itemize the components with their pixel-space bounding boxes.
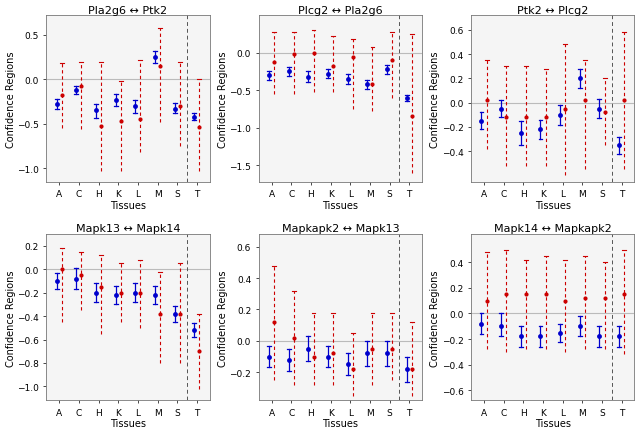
- Y-axis label: Confidence Regions: Confidence Regions: [218, 270, 228, 366]
- Y-axis label: Confidence Regions: Confidence Regions: [431, 51, 440, 147]
- Title: Pla2g6 ↔ Ptk2: Pla2g6 ↔ Ptk2: [88, 6, 168, 16]
- Y-axis label: Confidence Regions: Confidence Regions: [430, 270, 440, 366]
- Y-axis label: Confidence Regions: Confidence Regions: [218, 51, 228, 147]
- Title: Mapk13 ↔ Mapk14: Mapk13 ↔ Mapk14: [76, 224, 180, 234]
- Y-axis label: Confidence Regions: Confidence Regions: [6, 270, 15, 366]
- X-axis label: Tissues: Tissues: [323, 418, 358, 428]
- X-axis label: Tissues: Tissues: [535, 418, 571, 428]
- Title: Mapk14 ↔ Mapkapk2: Mapk14 ↔ Mapkapk2: [494, 224, 612, 234]
- X-axis label: Tissues: Tissues: [323, 200, 358, 210]
- X-axis label: Tissues: Tissues: [110, 418, 146, 428]
- Title: Mapkapk2 ↔ Mapk13: Mapkapk2 ↔ Mapk13: [282, 224, 399, 234]
- Y-axis label: Confidence Regions: Confidence Regions: [6, 51, 15, 147]
- X-axis label: Tissues: Tissues: [535, 200, 571, 210]
- X-axis label: Tissues: Tissues: [110, 200, 146, 210]
- Title: Plcg2 ↔ Pla2g6: Plcg2 ↔ Pla2g6: [298, 6, 383, 16]
- Title: Ptk2 ↔ Plcg2: Ptk2 ↔ Plcg2: [517, 6, 589, 16]
